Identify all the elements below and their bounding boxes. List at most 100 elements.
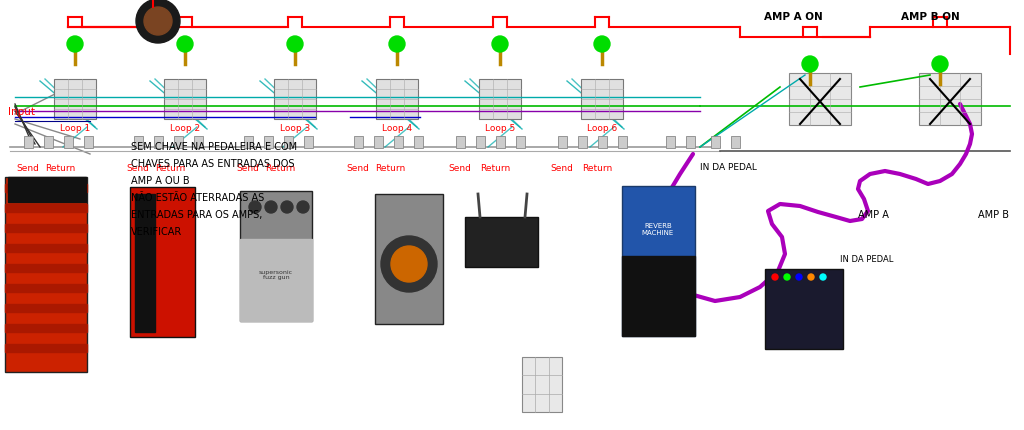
Bar: [43, 137, 52, 149]
Bar: [790, 74, 851, 126]
Text: Loop 1: Loop 1: [59, 124, 90, 133]
Bar: [63, 137, 73, 149]
Circle shape: [808, 274, 814, 280]
Bar: [578, 137, 587, 149]
Text: VERIFICAR: VERIFICAR: [131, 227, 182, 237]
Circle shape: [281, 202, 293, 214]
Text: AMP B ON: AMP B ON: [901, 12, 959, 22]
Bar: [414, 137, 423, 149]
Bar: [622, 187, 695, 336]
Text: IN DA PEDAL: IN DA PEDAL: [840, 255, 893, 264]
Text: Send: Send: [127, 164, 150, 172]
Text: Return: Return: [375, 164, 406, 172]
Bar: [263, 137, 272, 149]
Circle shape: [492, 37, 508, 53]
Circle shape: [391, 246, 427, 283]
Circle shape: [932, 57, 948, 73]
Bar: [557, 137, 566, 149]
Bar: [711, 137, 720, 149]
Text: Input: Input: [8, 107, 35, 117]
Bar: [5, 205, 87, 212]
Bar: [24, 137, 33, 149]
Bar: [244, 137, 253, 149]
Text: Loop 5: Loop 5: [485, 124, 515, 133]
Text: AMP A: AMP A: [858, 209, 889, 219]
Text: Send: Send: [346, 164, 370, 172]
Circle shape: [381, 237, 437, 292]
Bar: [5, 224, 87, 233]
Bar: [5, 284, 87, 292]
Bar: [54, 80, 96, 120]
Bar: [274, 80, 316, 120]
Circle shape: [796, 274, 802, 280]
Circle shape: [802, 57, 818, 73]
Bar: [284, 137, 293, 149]
Text: Loop 6: Loop 6: [587, 124, 617, 133]
Bar: [5, 344, 87, 352]
Text: REVERB
MACHINE: REVERB MACHINE: [642, 223, 674, 236]
Circle shape: [144, 8, 172, 36]
Bar: [496, 137, 505, 149]
Bar: [581, 80, 623, 120]
Bar: [130, 187, 195, 337]
Bar: [194, 137, 203, 149]
Text: Return: Return: [480, 164, 510, 172]
Bar: [240, 191, 312, 321]
Bar: [617, 137, 627, 149]
Bar: [173, 137, 182, 149]
Bar: [5, 304, 87, 312]
Bar: [164, 80, 206, 120]
Bar: [353, 137, 362, 149]
Bar: [597, 137, 606, 149]
Bar: [154, 137, 163, 149]
Text: Return: Return: [155, 164, 185, 172]
Text: CHAVES PARA AS ENTRADAS DOS: CHAVES PARA AS ENTRADAS DOS: [131, 159, 295, 169]
Text: Send: Send: [237, 164, 259, 172]
Bar: [5, 178, 87, 372]
Bar: [5, 324, 87, 332]
Text: IN DA PEDAL: IN DA PEDAL: [700, 163, 757, 172]
Bar: [374, 137, 383, 149]
Bar: [5, 244, 87, 252]
Text: AMP A ON: AMP A ON: [764, 12, 822, 22]
Bar: [8, 178, 86, 203]
Text: supersonic
fuzz gun: supersonic fuzz gun: [259, 269, 293, 280]
Text: Return: Return: [582, 164, 612, 172]
Text: Send: Send: [16, 164, 40, 172]
Bar: [515, 137, 524, 149]
Circle shape: [784, 274, 790, 280]
Bar: [303, 137, 312, 149]
Text: SEM CHAVE NA PEDALEIRA E COM: SEM CHAVE NA PEDALEIRA E COM: [131, 142, 297, 152]
Text: Loop 4: Loop 4: [382, 124, 412, 133]
Bar: [479, 80, 521, 120]
Bar: [666, 137, 675, 149]
Text: AMP A OU B: AMP A OU B: [131, 176, 189, 186]
Text: Return: Return: [45, 164, 75, 172]
Bar: [240, 240, 312, 321]
Bar: [730, 137, 739, 149]
Bar: [135, 194, 155, 332]
Circle shape: [67, 37, 83, 53]
Bar: [919, 74, 981, 126]
Circle shape: [287, 37, 303, 53]
Bar: [456, 137, 465, 149]
Circle shape: [389, 37, 406, 53]
Circle shape: [136, 0, 180, 44]
Bar: [622, 256, 695, 336]
Bar: [685, 137, 694, 149]
Bar: [465, 218, 538, 267]
Text: Send: Send: [551, 164, 573, 172]
Text: Send: Send: [449, 164, 471, 172]
Text: NÃO ESTÃO ATERRADAS AS: NÃO ESTÃO ATERRADAS AS: [131, 193, 264, 203]
Bar: [376, 80, 418, 120]
Bar: [133, 137, 142, 149]
Circle shape: [265, 202, 278, 214]
Circle shape: [249, 202, 261, 214]
Text: ENTRADAS PARA OS AMPS,: ENTRADAS PARA OS AMPS,: [131, 210, 262, 220]
Circle shape: [820, 274, 826, 280]
Text: Loop 3: Loop 3: [280, 124, 310, 133]
Text: Loop 2: Loop 2: [170, 124, 200, 133]
Bar: [5, 184, 87, 193]
Bar: [5, 264, 87, 272]
Bar: [475, 137, 484, 149]
